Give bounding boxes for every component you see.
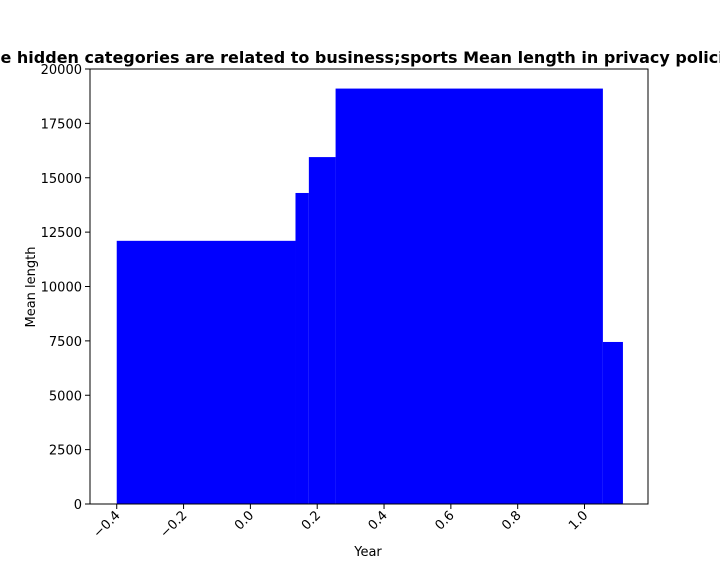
bar-3: [335, 88, 603, 504]
y-tick-label: 5000: [49, 389, 82, 404]
y-tick-label: 20000: [41, 63, 82, 78]
x-tick-label: 0.8: [499, 508, 524, 533]
x-tick-label: −0.2: [157, 508, 190, 541]
bar-1: [295, 192, 309, 504]
y-tick-label: 12500: [41, 226, 82, 241]
chart-title: Sites whose hidden categories are relate…: [0, 48, 720, 67]
x-tick-label: 1.0: [566, 508, 591, 533]
x-tick-label: 0.6: [432, 508, 457, 533]
x-axis-label: Year: [353, 545, 382, 560]
y-tick-label: 10000: [41, 281, 82, 296]
y-tick-label: 0: [74, 498, 82, 513]
y-tick-label: 2500: [49, 444, 82, 459]
y-axis: 0 2500 5000 7500 10000 12500 15000 17500 20000: [41, 63, 90, 513]
bar-2: [308, 157, 336, 504]
bars-group: [116, 88, 623, 504]
y-tick-label: 7500: [49, 335, 82, 350]
y-tick-label: 17500: [41, 117, 82, 132]
y-axis-label: Mean length: [24, 247, 39, 328]
bar-4: [602, 341, 623, 504]
x-axis: −0.4 −0.2 0.0 0.2 0.4 0.6 0.8 1.0: [91, 504, 591, 541]
y-tick-label: 15000: [41, 172, 82, 187]
x-tick-label: 0.0: [232, 508, 257, 533]
x-tick-label: −0.4: [91, 508, 124, 541]
bar-0: [116, 240, 296, 504]
x-tick-label: 0.4: [366, 508, 391, 533]
x-tick-label: 0.2: [299, 508, 324, 533]
